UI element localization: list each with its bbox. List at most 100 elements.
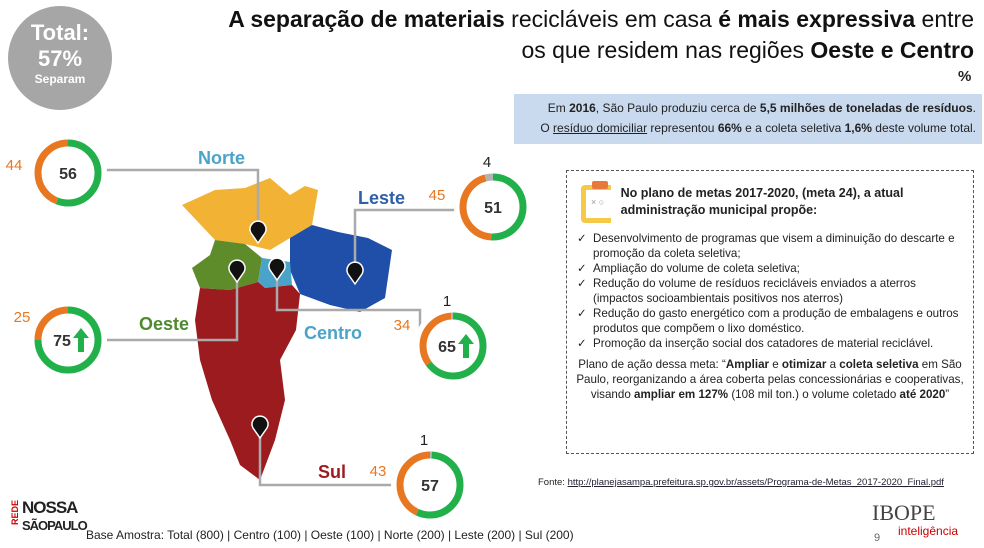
logo-left: REDE NOSSA SÃOPAULO: [10, 498, 88, 538]
nao-separam-value: 45: [429, 187, 446, 204]
pin: [228, 259, 246, 284]
nao-separam-value: 43: [370, 463, 387, 480]
plan-item: Redução do volume de resíduos reciclávei…: [577, 276, 965, 306]
separam-value: 75: [53, 333, 71, 350]
pin: [268, 257, 286, 282]
text-run: Oeste e Centro: [810, 37, 974, 63]
plan-paragraph: Plano de ação dessa meta: “Ampliar e oti…: [575, 357, 965, 402]
region-label: Oeste: [139, 314, 189, 334]
text-run: A separação de materiais: [228, 6, 505, 32]
region-label: Norte: [198, 148, 245, 168]
text-run: otimizar: [781, 358, 827, 371]
text-run: a: [826, 358, 840, 371]
separam-value: 65: [438, 339, 456, 356]
outros-value: 1: [443, 293, 451, 310]
text-run: representou: [647, 121, 718, 135]
text-run: os que residem nas regiões: [521, 37, 811, 63]
text-run: 66%: [717, 121, 742, 135]
up-arrow: [73, 328, 89, 352]
source-label: Fonte:: [538, 477, 568, 488]
text-run: e: [769, 358, 782, 371]
text-run: O: [540, 121, 554, 135]
text-run: .: [972, 101, 976, 115]
text-run: em São Paulo, reorganizando a área cober…: [576, 358, 964, 401]
text-run: até 2020: [899, 388, 946, 401]
total-badge: Total: 57% Separam: [8, 6, 112, 110]
logo-side: REDE: [10, 500, 20, 526]
connector: [258, 430, 397, 487]
nao-separam-value: 25: [14, 309, 31, 326]
logo-right-name: IBOPE: [872, 500, 936, 525]
region-sul: [195, 282, 300, 480]
pins: [228, 220, 364, 440]
text-run: entre: [915, 6, 974, 32]
map-panel: Norte 56 44 Leste 51 45 4 Oeste 75 25 Centro 65 34 1 S…: [5, 139, 527, 519]
up-arrow: [458, 334, 474, 358]
logo-right-sub: inteligência: [898, 524, 959, 538]
svg-text:× ○: × ○: [591, 197, 604, 207]
donut-segment: [459, 173, 527, 241]
plan-item: Promoção da inserção social dos catadore…: [577, 336, 965, 351]
unit: %: [958, 68, 972, 85]
plan-item: Desenvolvimento de programas que visem a…: [577, 231, 965, 261]
text-run: Plano de ação dessa meta: “: [578, 358, 726, 371]
nao-separam-value: 34: [394, 317, 411, 334]
outros-value: 1: [420, 432, 428, 449]
text-run: ”: [945, 388, 950, 401]
clipboard-icon: × ○: [581, 181, 611, 223]
region-norte: [182, 178, 318, 250]
text-run: (108 mil ton.) o volume coletado: [728, 388, 900, 401]
title: A separação de materiais recicláveis em …: [228, 4, 974, 66]
region-leste: [290, 225, 392, 312]
nao-separam-value: 44: [6, 157, 23, 174]
text-run: 1,6%: [844, 121, 872, 135]
region-label: Leste: [358, 188, 405, 208]
text-run: e a coleta seletiva: [741, 121, 845, 135]
title-line: os que residem nas regiões Oeste e Centr…: [228, 35, 974, 66]
plan-item: Redução do gasto energético com a produç…: [577, 306, 965, 336]
text-run: Em: [547, 101, 570, 115]
connector: [101, 168, 260, 233]
text-run: ampliar em 127%: [634, 388, 729, 401]
page-number: 9: [874, 532, 881, 544]
base-note: Base Amostra: Total (800) | Centro (100)…: [86, 528, 574, 542]
text-run: recicláveis em casa: [504, 6, 719, 32]
total-label: Total:: [30, 20, 90, 45]
text-run: coleta seletiva: [839, 358, 919, 371]
donut-segment: [459, 173, 527, 241]
donut-segment: [419, 312, 487, 380]
connector: [353, 208, 460, 272]
outros-value: 4: [483, 154, 491, 171]
plan-box: × ○ No plano de metas 2017-2020, (meta 2…: [566, 170, 974, 454]
text-run: 2016: [569, 101, 596, 115]
text-run: 5,5 milhões de toneladas de resíduos: [759, 101, 973, 115]
donut-segment: [34, 139, 102, 207]
text-run: deste volume total.: [871, 121, 976, 135]
text-run: Ampliar: [725, 358, 770, 371]
plan-list: Desenvolvimento de programas que visem a…: [575, 231, 965, 351]
logo-top: NOSSA: [22, 498, 78, 517]
info-box: Em 2016, São Paulo produziu cerca de 5,5…: [514, 94, 982, 144]
plan-item: Ampliação do volume de coleta seletiva;: [577, 261, 965, 276]
source-url: http://planejasampa.prefeitura.sp.gov.br…: [567, 477, 944, 488]
connector: [101, 272, 239, 342]
total-sub: Separam: [34, 72, 86, 86]
text-run: é mais expressiva: [718, 6, 916, 32]
text-run: resíduo domiciliar: [553, 121, 648, 135]
region-label: Centro: [304, 323, 362, 343]
region-oeste: [192, 240, 262, 290]
donut-segment: [396, 451, 464, 519]
separam-value: 57: [421, 478, 439, 495]
pin: [249, 220, 267, 245]
title-line: A separação de materiais recicláveis em …: [228, 4, 974, 35]
donut-segment: [34, 306, 102, 374]
pin: [346, 261, 364, 286]
info-line: O resíduo domiciliar representou 66% e a…: [514, 118, 976, 138]
plan-title: No plano de metas 2017-2020, (meta 24), …: [620, 186, 904, 217]
text-run: , São Paulo produziu cerca de: [595, 101, 760, 115]
info-line: Em 2016, São Paulo produziu cerca de 5,5…: [514, 98, 976, 118]
donut-segment: [419, 312, 487, 380]
logo-bottom: SÃOPAULO: [22, 518, 88, 533]
total-value: 57%: [37, 46, 83, 71]
